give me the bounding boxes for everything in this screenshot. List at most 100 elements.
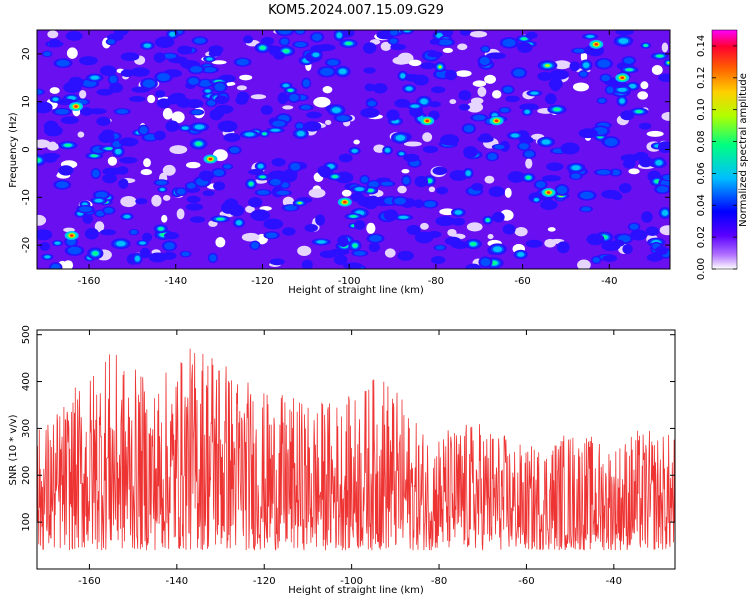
heatmap-cell xyxy=(481,46,489,52)
heatmap-cell xyxy=(494,144,505,150)
heatmap-cell xyxy=(542,174,561,182)
heatmap-cell xyxy=(658,141,670,154)
heatmap-cell xyxy=(451,217,466,226)
heatmap-cell xyxy=(67,246,82,255)
heatmap-cell xyxy=(403,30,411,33)
y-tick-label: 500 xyxy=(21,325,32,344)
heatmap-cell xyxy=(56,59,70,67)
heatmap-cell xyxy=(580,191,594,200)
heatmap-cell xyxy=(52,97,59,102)
heatmap-cell xyxy=(301,259,313,269)
heatmap-cell xyxy=(535,181,546,189)
heatmap-cell xyxy=(630,229,647,241)
heatmap-cell xyxy=(484,175,495,184)
heatmap-cell xyxy=(54,241,61,245)
heatmap-cell xyxy=(79,107,94,116)
heatmap-cell xyxy=(390,30,399,36)
heatmap-cell xyxy=(236,85,247,91)
x-tick-label: -80 xyxy=(428,276,444,287)
heatmap-cell xyxy=(270,128,280,132)
heatmap-cell xyxy=(245,205,255,213)
heatmap-cell xyxy=(420,62,436,70)
heatmap-cell xyxy=(213,169,225,177)
heatmap-cell xyxy=(425,119,430,123)
heatmap-cell xyxy=(519,143,529,150)
colorbar-tick-label: 0.12 xyxy=(696,67,707,89)
heatmap-cell xyxy=(211,60,227,65)
heatmap-cell xyxy=(578,128,598,139)
heatmap-cell xyxy=(104,207,114,214)
heatmap-cell xyxy=(602,254,618,262)
heatmap-cell xyxy=(157,73,171,82)
heatmap-cell xyxy=(220,201,237,214)
heatmap-cell xyxy=(322,86,333,94)
heatmap-cell xyxy=(601,74,610,82)
heatmap-cell xyxy=(312,33,323,41)
heatmap-cell xyxy=(611,192,623,201)
heatmap-cell xyxy=(556,241,570,254)
heatmap-cell xyxy=(107,39,116,45)
heatmap-cell xyxy=(139,241,146,245)
heatmap-cell xyxy=(503,86,513,93)
heatmap-cell xyxy=(661,210,669,216)
colorbar-tick-label: 0.00 xyxy=(696,258,707,280)
heatmap-cell xyxy=(37,229,53,241)
heatmap-cell xyxy=(123,214,131,219)
heatmap-cell xyxy=(177,45,193,55)
heatmap-cell xyxy=(384,248,396,258)
heatmap-cell xyxy=(628,168,640,175)
heatmap-cell xyxy=(431,86,446,94)
heatmap-cell xyxy=(282,83,290,88)
heatmap-cell xyxy=(431,256,446,265)
heatmap-cell xyxy=(185,203,204,211)
heatmap-cell xyxy=(612,81,628,88)
heatmap-cell xyxy=(153,52,166,63)
heatmap-cell xyxy=(159,187,165,192)
heatmap-cell xyxy=(176,208,185,220)
heatmap-cell xyxy=(472,80,487,87)
heatmap-cell xyxy=(68,76,84,88)
heatmap-cell xyxy=(618,38,629,44)
heatmap-cell xyxy=(569,61,580,72)
heatmap-cell xyxy=(84,227,99,240)
heatmap-cell xyxy=(199,80,212,87)
heatmap-cell xyxy=(500,107,510,113)
heatmap-cell xyxy=(109,75,118,84)
heatmap-cell xyxy=(507,171,526,183)
heatmap-cell xyxy=(297,245,312,257)
heatmap-cell xyxy=(513,68,525,77)
heatmap-cell xyxy=(78,56,98,66)
heatmap-cell xyxy=(486,218,490,222)
heatmap-cell xyxy=(102,167,122,176)
heatmap-cell xyxy=(164,242,175,250)
heatmap-cell xyxy=(90,75,100,80)
heatmap-cell xyxy=(406,224,421,235)
heatmap-cell xyxy=(511,133,520,138)
heatmap-cell xyxy=(280,38,289,45)
heatmap-cell xyxy=(428,101,441,108)
heatmap-cell xyxy=(298,202,302,204)
heatmap-cell xyxy=(606,86,614,94)
heatmap-cell xyxy=(156,98,171,109)
heatmap-cell xyxy=(236,58,249,66)
heatmap-cell xyxy=(276,190,290,196)
heatmap-cell xyxy=(617,87,627,92)
heatmap-cell xyxy=(155,90,166,98)
heatmap-cell xyxy=(107,156,118,166)
heatmap-y-ticks: -20 -10 0 10 20 xyxy=(21,48,670,253)
y-tick-label: 20 xyxy=(21,48,32,61)
heatmap-cell xyxy=(241,232,260,242)
heatmap-cell xyxy=(209,254,217,262)
heatmap-cell xyxy=(438,39,453,46)
heatmap-cell xyxy=(270,178,281,186)
heatmap-cell xyxy=(289,93,299,102)
heatmap-cell xyxy=(485,52,506,60)
heatmap-cell xyxy=(410,104,420,108)
heatmap-cell xyxy=(151,194,162,207)
x-tick-label: -140 xyxy=(164,276,187,287)
heatmap-cell xyxy=(398,215,409,219)
heatmap-cell xyxy=(492,211,505,223)
heatmap-cell xyxy=(313,96,331,108)
heatmap-cell xyxy=(186,195,201,204)
heatmap-cell xyxy=(214,95,229,105)
